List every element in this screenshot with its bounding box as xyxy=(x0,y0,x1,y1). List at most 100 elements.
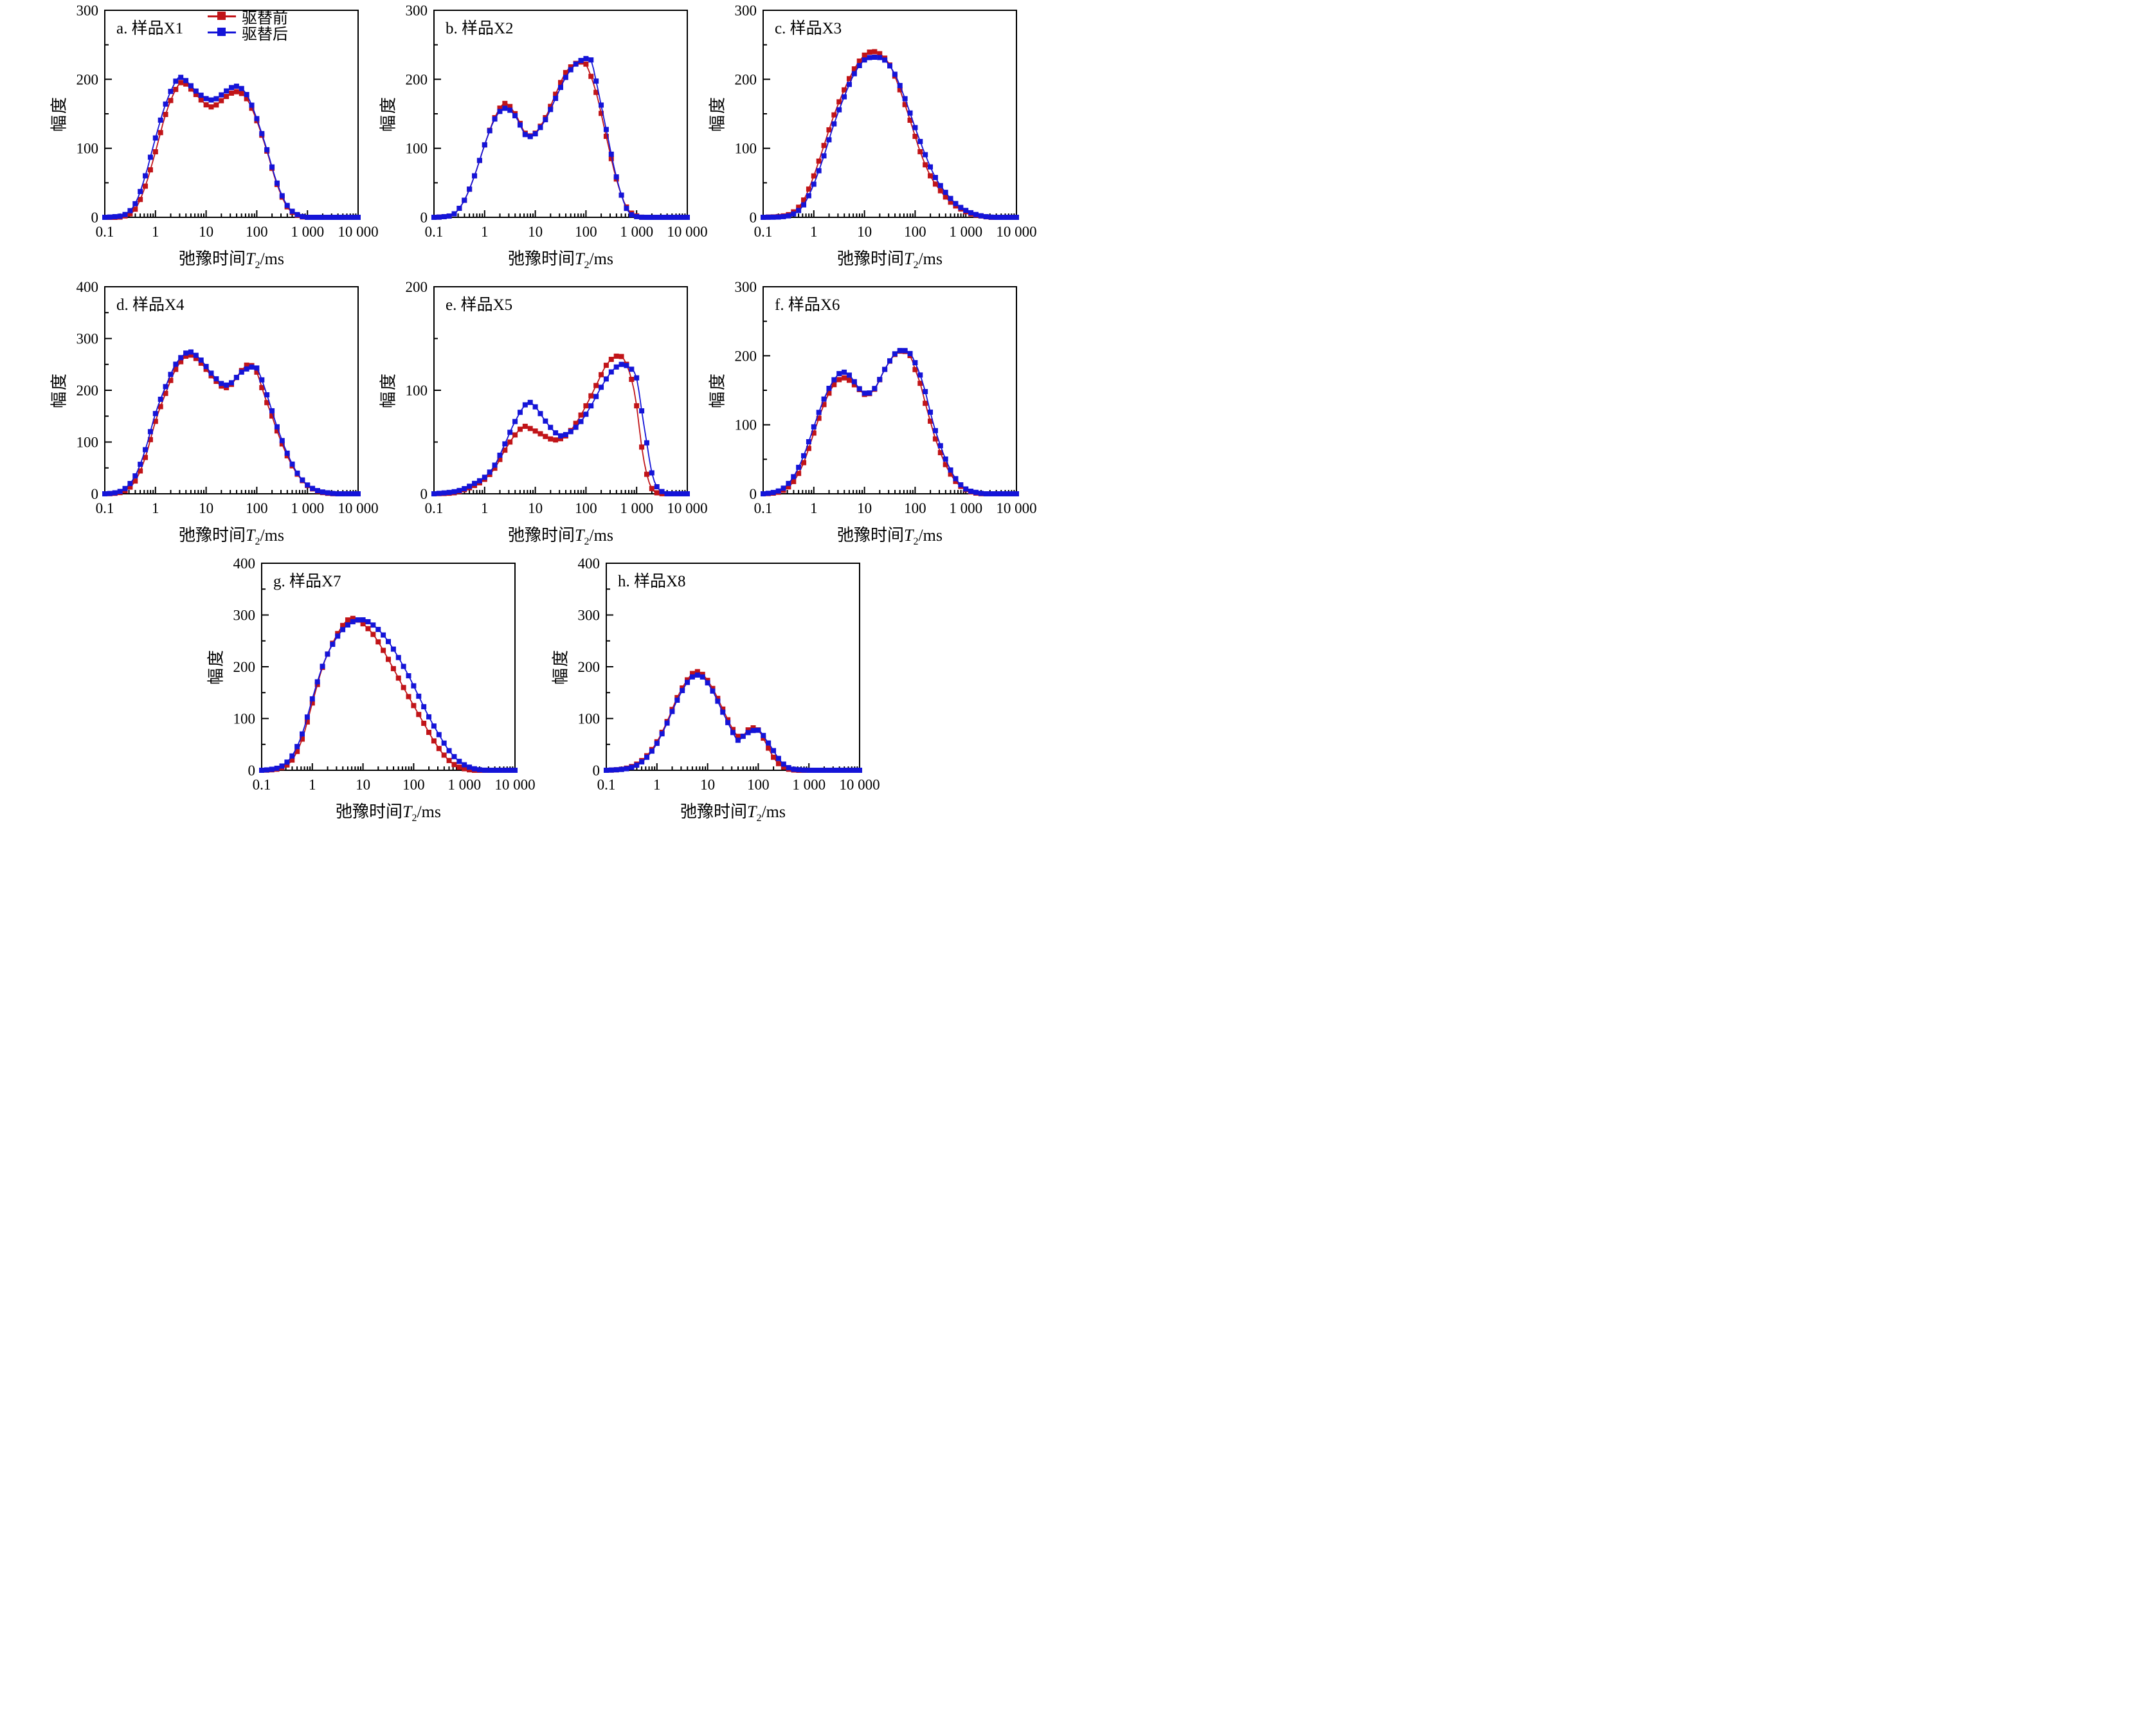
svg-text:1 000: 1 000 xyxy=(291,500,324,516)
svg-text:0: 0 xyxy=(91,486,99,502)
svg-text:300: 300 xyxy=(735,279,757,295)
svg-text:300: 300 xyxy=(406,3,428,19)
plot-svg-b: 0.1 1 10 100 1 000 10 000 0 100 200 300 xyxy=(406,3,708,240)
axis-tick-labels: 0.1 1 10 100 1 000 10 000 0 100 200 300 xyxy=(406,3,708,240)
plot-frame xyxy=(433,10,688,218)
svg-text:100: 100 xyxy=(402,777,425,793)
panel-title: h. 样品X8 xyxy=(618,573,686,591)
panel-title: e. 样品X5 xyxy=(446,296,513,314)
chart-panel-b: 幅度 0.1 1 10 100 1 000 10 000 0 100 200 300 b. 样品X… xyxy=(377,3,708,271)
svg-text:100: 100 xyxy=(406,383,428,399)
axis-ticks xyxy=(433,286,688,495)
svg-text:200: 200 xyxy=(735,348,757,365)
svg-text:100: 100 xyxy=(233,711,256,727)
svg-text:1: 1 xyxy=(810,500,818,516)
figure-row-2: 幅度 0.1 1 10 100 1 000 10 000 0 100 200 300 400 d. … xyxy=(0,279,1070,548)
series-before xyxy=(761,49,1019,220)
axis-tick-labels: 0.1 1 10 100 1 000 10 000 0 100 200 300 400 xyxy=(233,556,536,793)
svg-text:10: 10 xyxy=(199,500,213,516)
svg-text:10: 10 xyxy=(199,224,213,240)
svg-text:10: 10 xyxy=(356,777,370,793)
svg-text:1: 1 xyxy=(810,224,818,240)
svg-text:300: 300 xyxy=(735,3,757,19)
panel-title: c. 样品X3 xyxy=(775,20,842,37)
svg-text:100: 100 xyxy=(904,224,926,240)
svg-text:0: 0 xyxy=(750,486,757,502)
axis-ticks xyxy=(763,10,1017,218)
svg-text:10 000: 10 000 xyxy=(338,224,378,240)
y-axis-label: 幅度 xyxy=(708,372,727,409)
svg-text:300: 300 xyxy=(77,331,99,347)
y-axis-label: 幅度 xyxy=(379,95,398,132)
svg-text:100: 100 xyxy=(747,777,770,793)
axis-tick-labels: 0.1 1 10 100 1 000 10 000 0 100 200 300 400 xyxy=(578,556,880,793)
svg-text:400: 400 xyxy=(233,556,256,572)
x-axis-label: 弛豫时间T2/ms xyxy=(507,526,614,548)
plot-frame xyxy=(763,10,1017,218)
svg-text:200: 200 xyxy=(735,71,757,87)
svg-text:10: 10 xyxy=(857,224,872,240)
svg-text:1: 1 xyxy=(481,224,489,240)
svg-text:0.1: 0.1 xyxy=(96,500,114,516)
svg-text:0.1: 0.1 xyxy=(754,500,773,516)
svg-text:10 000: 10 000 xyxy=(667,500,707,516)
series-after xyxy=(259,617,518,773)
axis-tick-labels: 0.1 1 10 100 1 000 10 000 0 100 200 xyxy=(406,279,708,516)
svg-text:0: 0 xyxy=(91,210,99,226)
x-axis-label: 弛豫时间T2/ms xyxy=(680,802,786,824)
svg-text:0.1: 0.1 xyxy=(597,777,616,793)
svg-text:1 000: 1 000 xyxy=(792,777,826,793)
svg-text:1: 1 xyxy=(653,777,661,793)
svg-text:1 000: 1 000 xyxy=(447,777,481,793)
svg-text:10 000: 10 000 xyxy=(338,500,378,516)
svg-text:100: 100 xyxy=(575,500,597,516)
plot-svg-g: 0.1 1 10 100 1 000 10 000 0 100 200 300 400 xyxy=(233,556,536,793)
legend: 驱替前 驱替后 xyxy=(208,10,288,43)
panel-title: b. 样品X2 xyxy=(446,20,514,37)
svg-text:1 000: 1 000 xyxy=(620,500,653,516)
svg-text:0: 0 xyxy=(420,210,428,226)
chart-panel-e: 幅度 0.1 1 10 100 1 000 10 000 0 100 200 e. 样品X5 弛… xyxy=(377,279,708,548)
svg-text:300: 300 xyxy=(77,3,99,19)
svg-text:0: 0 xyxy=(248,763,256,779)
svg-text:200: 200 xyxy=(578,659,600,675)
plot-svg-a: 0.1 1 10 100 1 000 10 000 0 100 200 300 xyxy=(77,3,379,240)
legend-item-before: 驱替前 xyxy=(208,10,288,27)
x-axis-label: 弛豫时间T2/ms xyxy=(178,526,285,548)
axis-ticks xyxy=(606,563,860,772)
axis-tick-labels: 0.1 1 10 100 1 000 10 000 0 100 200 300 xyxy=(735,3,1037,240)
svg-text:1 000: 1 000 xyxy=(949,224,982,240)
figure-row-3: 幅度 0.1 1 10 100 1 000 10 000 0 100 200 300 400 g. … xyxy=(0,556,1070,824)
y-axis-label: 幅度 xyxy=(551,649,570,685)
svg-text:300: 300 xyxy=(233,608,256,624)
x-axis-label: 弛豫时间T2/ms xyxy=(507,249,614,271)
x-axis-label: 弛豫时间T2/ms xyxy=(178,249,285,271)
chart-panel-a: 幅度 0.1 1 10 100 1 000 10 000 0 100 200 300 a. 样品X… xyxy=(48,3,379,271)
svg-text:1: 1 xyxy=(152,224,159,240)
panel-title: g. 样品X7 xyxy=(273,573,341,591)
svg-text:0.1: 0.1 xyxy=(425,500,444,516)
svg-text:10 000: 10 000 xyxy=(996,224,1036,240)
svg-text:200: 200 xyxy=(77,71,99,87)
series-after xyxy=(431,56,690,220)
chart-panel-h: 幅度 0.1 1 10 100 1 000 10 000 0 100 200 300 400 h. … xyxy=(550,556,880,824)
svg-text:100: 100 xyxy=(904,500,926,516)
panel-title: d. 样品X4 xyxy=(116,296,185,314)
svg-text:0: 0 xyxy=(750,210,757,226)
svg-text:100: 100 xyxy=(575,224,597,240)
svg-text:10 000: 10 000 xyxy=(667,224,707,240)
svg-text:0.1: 0.1 xyxy=(754,224,773,240)
legend-item-after: 驱替后 xyxy=(208,26,288,43)
y-axis-label: 幅度 xyxy=(50,95,69,132)
svg-text:100: 100 xyxy=(77,141,99,157)
series-before xyxy=(761,348,1019,497)
chart-panel-f: 幅度 0.1 1 10 100 1 000 10 000 0 100 200 300 f. 样品X… xyxy=(707,279,1037,548)
svg-text:200: 200 xyxy=(406,71,428,87)
plot-svg-e: 0.1 1 10 100 1 000 10 000 0 100 200 xyxy=(406,279,708,516)
svg-text:0.1: 0.1 xyxy=(96,224,114,240)
legend-label: 驱替前 xyxy=(242,10,288,27)
figure-row-1: 幅度 0.1 1 10 100 1 000 10 000 0 100 200 300 a. 样品X… xyxy=(0,3,1070,271)
svg-text:100: 100 xyxy=(578,711,600,727)
svg-text:0.1: 0.1 xyxy=(425,224,444,240)
svg-text:10 000: 10 000 xyxy=(996,500,1036,516)
